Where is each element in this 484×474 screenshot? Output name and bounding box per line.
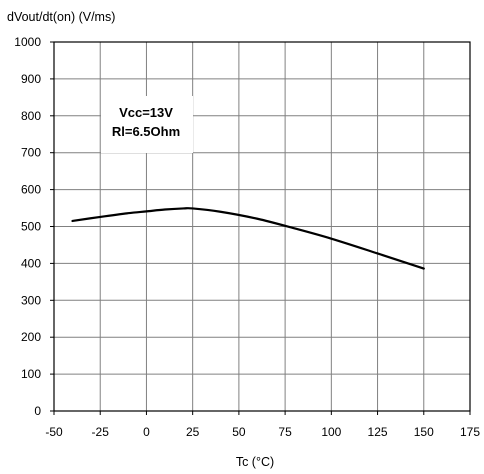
plot-border (53, 41, 471, 412)
x-tick-label: 175 (460, 425, 480, 439)
y-tick-label: 500 (21, 220, 41, 234)
tick-labels: -50 -25 0 25 50 75 100 125 150 175 0 100 200 300 400 50… (14, 35, 480, 439)
y-tick-label: 900 (21, 72, 41, 86)
series (71, 207, 425, 270)
annotation-box: Vcc=13V Rl=6.5Ohm (101, 96, 193, 153)
x-tick-label: -50 (45, 425, 63, 439)
x-tick-label: 75 (278, 425, 292, 439)
annotation-rl: Rl=6.5Ohm (112, 124, 180, 139)
annotation-background (101, 96, 193, 153)
annotation-vcc: Vcc=13V (119, 105, 173, 120)
x-tick-label: 100 (321, 425, 341, 439)
plot-frame (50, 41, 471, 415)
y-tick-label: 1000 (14, 35, 41, 49)
y-tick-label: 300 (21, 293, 41, 307)
y-tick-label: 800 (21, 109, 41, 123)
x-tick-label: 125 (368, 425, 388, 439)
x-tick-label: -25 (92, 425, 110, 439)
y-tick-label: 100 (21, 367, 41, 381)
y-axis-title: dVout/dt(on) (V/ms) (7, 10, 115, 24)
x-tick-label: 25 (186, 425, 200, 439)
x-axis-title: Tc (°C) (236, 455, 274, 469)
x-tick-label: 150 (414, 425, 434, 439)
y-tick-label: 0 (34, 404, 41, 418)
y-tick-label: 400 (21, 256, 41, 270)
y-tick-label: 200 (21, 330, 41, 344)
grid (54, 42, 470, 411)
y-tick-label: 700 (21, 146, 41, 160)
x-tick-label: 0 (143, 425, 150, 439)
series-line-0 (71, 207, 425, 270)
y-tick-label: 600 (21, 183, 41, 197)
x-tick-label: 50 (232, 425, 246, 439)
